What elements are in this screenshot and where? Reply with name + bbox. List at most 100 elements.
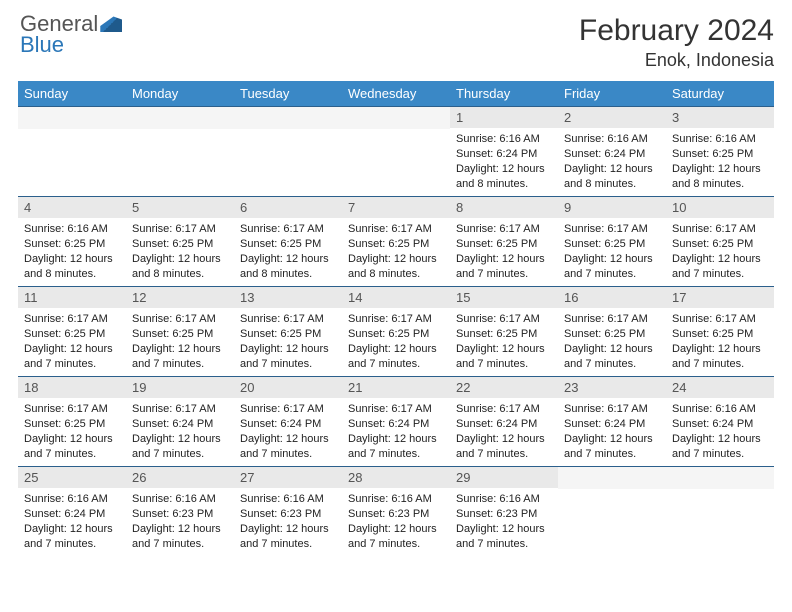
- day-details: Sunrise: 6:17 AMSunset: 6:25 PMDaylight:…: [126, 308, 234, 375]
- calendar-cell: 23Sunrise: 6:17 AMSunset: 6:24 PMDayligh…: [558, 377, 666, 467]
- day-number: 20: [234, 377, 342, 398]
- day-details: Sunrise: 6:17 AMSunset: 6:24 PMDaylight:…: [234, 398, 342, 465]
- calendar-cell: 14Sunrise: 6:17 AMSunset: 6:25 PMDayligh…: [342, 287, 450, 377]
- calendar-cell: 15Sunrise: 6:17 AMSunset: 6:25 PMDayligh…: [450, 287, 558, 377]
- day-line: Sunset: 6:23 PM: [240, 507, 336, 522]
- day-line: Sunrise: 6:17 AM: [348, 312, 444, 327]
- calendar-cell: 19Sunrise: 6:17 AMSunset: 6:24 PMDayligh…: [126, 377, 234, 467]
- calendar-cell: 11Sunrise: 6:17 AMSunset: 6:25 PMDayligh…: [18, 287, 126, 377]
- calendar-cell: 12Sunrise: 6:17 AMSunset: 6:25 PMDayligh…: [126, 287, 234, 377]
- day-number: 28: [342, 467, 450, 488]
- day-line: Sunset: 6:25 PM: [348, 327, 444, 342]
- day-line: Daylight: 12 hours: [24, 432, 120, 447]
- day-line: Sunset: 6:25 PM: [132, 327, 228, 342]
- day-number: 7: [342, 197, 450, 218]
- day-details: Sunrise: 6:17 AMSunset: 6:25 PMDaylight:…: [18, 308, 126, 375]
- day-line: and 7 minutes.: [240, 357, 336, 372]
- day-line: Sunset: 6:25 PM: [24, 417, 120, 432]
- day-line: Daylight: 12 hours: [240, 432, 336, 447]
- day-line: Sunset: 6:24 PM: [672, 417, 768, 432]
- day-line: Sunrise: 6:16 AM: [24, 222, 120, 237]
- day-line: Sunset: 6:23 PM: [132, 507, 228, 522]
- day-line: and 7 minutes.: [564, 447, 660, 462]
- day-number: [18, 107, 126, 129]
- day-line: Sunset: 6:25 PM: [24, 237, 120, 252]
- day-number: 5: [126, 197, 234, 218]
- day-line: Daylight: 12 hours: [240, 252, 336, 267]
- day-number: 23: [558, 377, 666, 398]
- calendar-cell: [126, 107, 234, 197]
- calendar-cell: 28Sunrise: 6:16 AMSunset: 6:23 PMDayligh…: [342, 467, 450, 557]
- calendar-cell: 26Sunrise: 6:16 AMSunset: 6:23 PMDayligh…: [126, 467, 234, 557]
- day-line: Sunset: 6:25 PM: [456, 237, 552, 252]
- day-number: 3: [666, 107, 774, 128]
- day-details: Sunrise: 6:16 AMSunset: 6:25 PMDaylight:…: [18, 218, 126, 285]
- day-line: Daylight: 12 hours: [132, 342, 228, 357]
- day-line: Daylight: 12 hours: [348, 432, 444, 447]
- day-line: Sunrise: 6:17 AM: [132, 312, 228, 327]
- day-line: and 7 minutes.: [24, 357, 120, 372]
- day-line: Sunset: 6:24 PM: [24, 507, 120, 522]
- day-line: Sunrise: 6:17 AM: [564, 312, 660, 327]
- day-number: 22: [450, 377, 558, 398]
- title-block: February 2024 Enok, Indonesia: [579, 14, 774, 71]
- day-details: Sunrise: 6:17 AMSunset: 6:25 PMDaylight:…: [342, 308, 450, 375]
- day-line: and 7 minutes.: [456, 447, 552, 462]
- calendar-cell: 5 Sunrise: 6:17 AMSunset: 6:25 PMDaylight…: [126, 197, 234, 287]
- calendar-cell: 1Sunrise: 6:16 AMSunset: 6:24 PMDaylight…: [450, 107, 558, 197]
- calendar-cell: [666, 467, 774, 557]
- day-number: [126, 107, 234, 129]
- day-details: Sunrise: 6:17 AMSunset: 6:25 PMDaylight:…: [234, 218, 342, 285]
- weekday-header: Saturday: [666, 81, 774, 107]
- day-number: 26: [126, 467, 234, 488]
- day-line: Sunset: 6:25 PM: [456, 327, 552, 342]
- day-line: Sunset: 6:25 PM: [132, 237, 228, 252]
- calendar-cell: 16Sunrise: 6:17 AMSunset: 6:25 PMDayligh…: [558, 287, 666, 377]
- day-line: and 8 minutes.: [240, 267, 336, 282]
- day-number: [234, 107, 342, 129]
- weekday-header: Sunday: [18, 81, 126, 107]
- day-line: Daylight: 12 hours: [348, 252, 444, 267]
- calendar-row: 11Sunrise: 6:17 AMSunset: 6:25 PMDayligh…: [18, 287, 774, 377]
- day-details: Sunrise: 6:16 AMSunset: 6:24 PMDaylight:…: [18, 488, 126, 555]
- calendar-cell: [18, 107, 126, 197]
- day-line: Sunrise: 6:17 AM: [132, 222, 228, 237]
- day-line: Daylight: 12 hours: [456, 522, 552, 537]
- day-line: Sunrise: 6:17 AM: [24, 402, 120, 417]
- day-line: and 7 minutes.: [240, 447, 336, 462]
- day-number: 21: [342, 377, 450, 398]
- day-line: Sunrise: 6:17 AM: [24, 312, 120, 327]
- day-number: 15: [450, 287, 558, 308]
- day-line: Sunrise: 6:17 AM: [348, 402, 444, 417]
- calendar-cell: 7Sunrise: 6:17 AMSunset: 6:25 PMDaylight…: [342, 197, 450, 287]
- day-number: 6: [234, 197, 342, 218]
- day-line: and 7 minutes.: [132, 357, 228, 372]
- day-details: Sunrise: 6:16 AMSunset: 6:24 PMDaylight:…: [558, 128, 666, 195]
- calendar-cell: 18 Sunrise: 6:17 AMSunset: 6:25 PMDayligh…: [18, 377, 126, 467]
- day-line: and 7 minutes.: [348, 357, 444, 372]
- day-line: Sunrise: 6:16 AM: [564, 132, 660, 147]
- day-line: Sunset: 6:24 PM: [564, 147, 660, 162]
- day-details: Sunrise: 6:17 AMSunset: 6:24 PMDaylight:…: [450, 398, 558, 465]
- day-number: 29: [450, 467, 558, 488]
- day-number: 10: [666, 197, 774, 218]
- day-line: Daylight: 12 hours: [672, 252, 768, 267]
- day-line: Sunset: 6:25 PM: [672, 327, 768, 342]
- day-line: and 7 minutes.: [348, 447, 444, 462]
- day-line: Sunset: 6:24 PM: [456, 147, 552, 162]
- day-line: and 8 minutes.: [564, 177, 660, 192]
- day-line: and 7 minutes.: [456, 537, 552, 552]
- day-details: Sunrise: 6:17 AMSunset: 6:25 PMDaylight:…: [234, 308, 342, 375]
- brand-line2: Blue: [20, 35, 122, 56]
- day-line: Sunrise: 6:16 AM: [456, 492, 552, 507]
- day-line: Daylight: 12 hours: [564, 342, 660, 357]
- calendar-cell: 6Sunrise: 6:17 AMSunset: 6:25 PMDaylight…: [234, 197, 342, 287]
- day-line: Daylight: 12 hours: [132, 252, 228, 267]
- day-number: 18: [18, 377, 126, 398]
- day-details: Sunrise: 6:16 AMSunset: 6:24 PMDaylight:…: [666, 398, 774, 465]
- day-line: and 8 minutes.: [456, 177, 552, 192]
- day-line: Sunrise: 6:17 AM: [456, 402, 552, 417]
- calendar-cell: 29Sunrise: 6:16 AMSunset: 6:23 PMDayligh…: [450, 467, 558, 557]
- day-details: Sunrise: 6:17 AMSunset: 6:25 PMDaylight:…: [666, 218, 774, 285]
- day-line: and 7 minutes.: [24, 537, 120, 552]
